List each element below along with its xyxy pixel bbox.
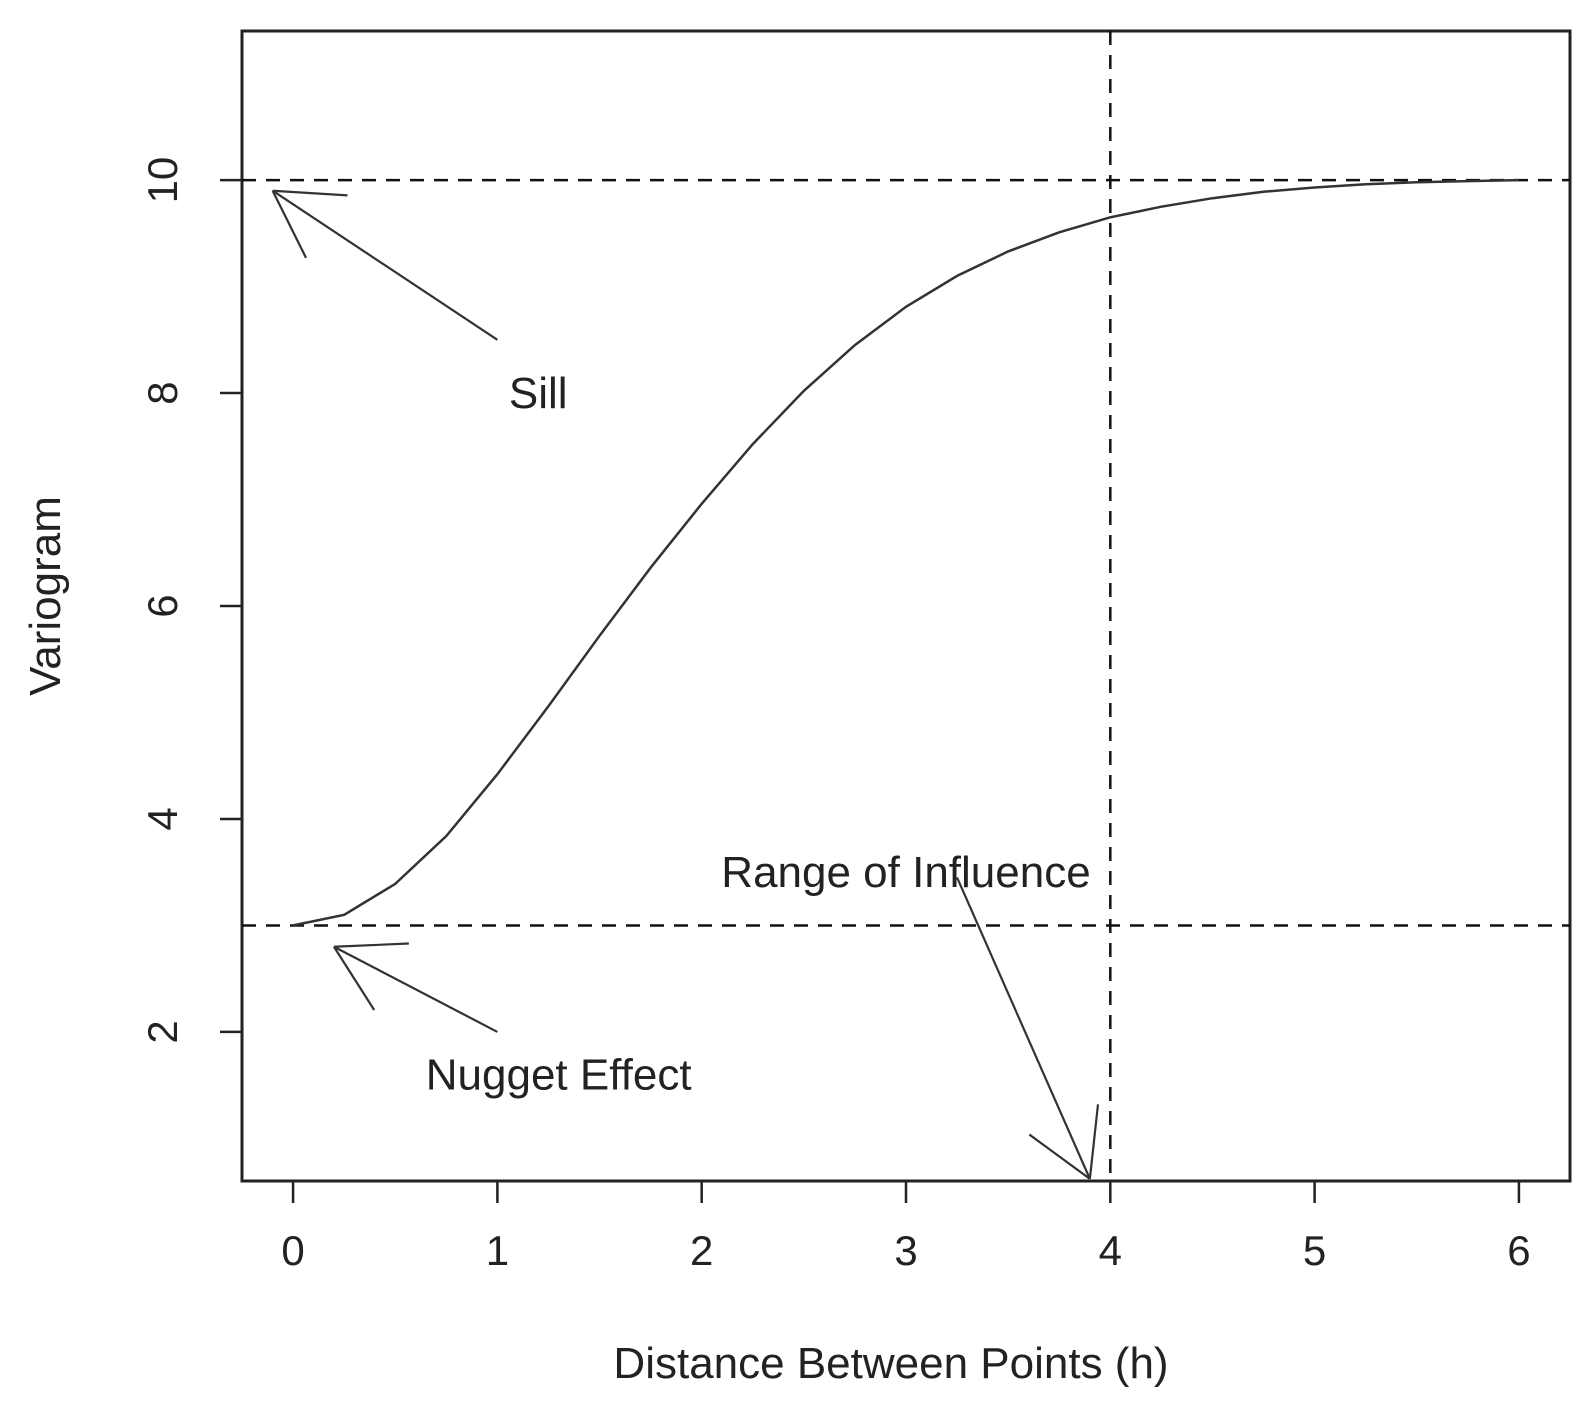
nugget-arrow-shaft bbox=[333, 945, 498, 1033]
sill-arrow-head-2 bbox=[272, 189, 348, 197]
range-arrow-head-1 bbox=[1088, 1104, 1100, 1179]
range-arrow-shaft bbox=[956, 877, 1091, 1180]
x-tick-label: 3 bbox=[894, 1227, 917, 1274]
nugget-arrow-head-2 bbox=[333, 942, 409, 948]
nugget-arrow-head-1 bbox=[333, 946, 376, 1011]
x-axis-title: Distance Between Points (h) bbox=[613, 1339, 1168, 1388]
x-tick-label: 0 bbox=[281, 1227, 304, 1274]
nugget-label: Nugget Effect bbox=[426, 1051, 692, 1100]
x-tick-label: 5 bbox=[1303, 1227, 1326, 1274]
x-tick-label: 1 bbox=[486, 1227, 509, 1274]
plot-frame bbox=[240, 29, 1572, 1183]
range-arrow-head-2 bbox=[1028, 1133, 1091, 1180]
sill-arrow-shaft bbox=[272, 189, 498, 341]
chart-body: 0 1 2 3 4 5 6 2 4 6 8 10 Sill Nugget Effect Range of I… bbox=[139, 29, 1572, 1274]
y-tick-label: 6 bbox=[139, 594, 186, 617]
y-axis-title: Variogram bbox=[21, 496, 70, 696]
y-tick-label: 4 bbox=[139, 807, 186, 830]
y-tick-label: 2 bbox=[139, 1020, 186, 1043]
y-tick-label: 10 bbox=[139, 157, 186, 204]
sill-arrow-head-1 bbox=[271, 190, 308, 259]
x-tick-label: 6 bbox=[1507, 1227, 1530, 1274]
x-tick-label: 2 bbox=[690, 1227, 713, 1274]
x-tick-label: 4 bbox=[1099, 1227, 1122, 1274]
variogram-curve bbox=[292, 178, 1519, 927]
sill-label: Sill bbox=[509, 369, 568, 418]
range-label: Range of Influence bbox=[721, 848, 1090, 897]
y-tick-label: 8 bbox=[139, 381, 186, 404]
